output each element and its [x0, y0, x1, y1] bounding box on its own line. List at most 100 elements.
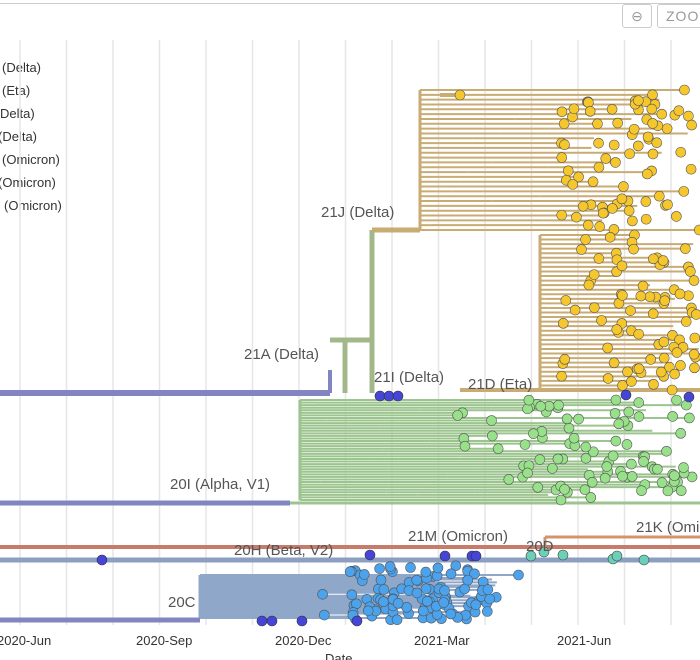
tip-node[interactable] [671, 347, 683, 358]
legend-item[interactable]: (Omicron) [0, 175, 56, 190]
tip-node[interactable] [432, 562, 444, 574]
tip-node[interactable] [573, 413, 584, 425]
tip-node[interactable] [96, 554, 108, 566]
tip-node[interactable] [319, 609, 330, 621]
tip-node[interactable] [576, 244, 587, 255]
tip-node[interactable] [690, 309, 700, 320]
tip-node[interactable] [552, 453, 564, 465]
tip-node[interactable] [693, 224, 700, 236]
tip-node[interactable] [525, 550, 537, 562]
tip-node[interactable] [626, 376, 637, 387]
tip-node[interactable] [647, 308, 659, 319]
tip-node[interactable] [655, 366, 667, 378]
tip-node[interactable] [641, 168, 653, 180]
tip-node[interactable] [571, 211, 582, 223]
legend-item[interactable]: (Omicron) [2, 152, 60, 167]
tip-node[interactable] [608, 357, 620, 369]
tip-node[interactable] [547, 463, 558, 474]
tip-node[interactable] [588, 269, 600, 280]
tip-node[interactable] [636, 485, 647, 497]
tip-node[interactable] [577, 201, 589, 212]
tip-node[interactable] [656, 108, 668, 120]
tip-node[interactable] [662, 199, 673, 210]
tip-node[interactable] [378, 584, 390, 595]
tip-node[interactable] [459, 440, 471, 452]
tip-node[interactable] [658, 352, 670, 364]
tip-node[interactable] [484, 593, 496, 605]
tip-node[interactable] [535, 401, 547, 412]
tip-node[interactable] [610, 435, 622, 447]
tip-node[interactable] [608, 139, 620, 151]
tip-node[interactable] [351, 615, 363, 627]
tip-node[interactable] [594, 221, 606, 232]
tip-node[interactable] [661, 123, 673, 134]
tip-node[interactable] [625, 305, 636, 316]
tip-node[interactable] [633, 95, 644, 106]
tip-node[interactable] [616, 193, 628, 205]
tip-node[interactable] [685, 266, 696, 277]
tip-node[interactable] [296, 615, 308, 627]
tip-node[interactable] [678, 186, 690, 197]
tip-node[interactable] [392, 390, 404, 402]
tip-node[interactable] [582, 219, 594, 231]
tip-node[interactable] [657, 255, 669, 266]
tip-node[interactable] [604, 231, 616, 243]
tip-node[interactable] [637, 280, 649, 292]
tip-node[interactable] [580, 441, 592, 453]
tip-node[interactable] [568, 103, 580, 115]
tip-node[interactable] [375, 574, 387, 586]
tip-node[interactable] [438, 597, 450, 608]
tip-node[interactable] [492, 443, 504, 455]
tip-node[interactable] [675, 360, 686, 371]
tip-node[interactable] [587, 176, 599, 188]
tip-node[interactable] [454, 89, 466, 101]
tip-node[interactable] [411, 574, 423, 586]
tip-node[interactable] [617, 290, 628, 301]
tip-node[interactable] [266, 615, 278, 627]
tip-node[interactable] [561, 413, 573, 425]
tip-node[interactable] [391, 614, 403, 626]
tip-node[interactable] [557, 318, 569, 329]
tip-node[interactable] [556, 370, 567, 382]
tip-node[interactable] [620, 389, 632, 401]
tip-node[interactable] [626, 471, 638, 482]
tip-node[interactable] [611, 550, 623, 562]
tip-node[interactable] [638, 456, 649, 467]
tip-node[interactable] [503, 474, 515, 485]
tip-node[interactable] [482, 584, 494, 595]
legend-item[interactable]: (Delta) [2, 60, 42, 75]
tip-node[interactable] [680, 316, 692, 327]
tip-node[interactable] [522, 467, 533, 479]
tip-node[interactable] [579, 484, 591, 496]
tip-node[interactable] [647, 148, 659, 160]
tip-node[interactable] [559, 484, 570, 495]
tip-node[interactable] [640, 213, 652, 225]
tip-node[interactable] [618, 181, 629, 192]
tip-node[interactable] [469, 568, 480, 580]
tip-node[interactable] [654, 190, 665, 202]
tip-node[interactable] [532, 482, 544, 493]
tip-node[interactable] [439, 585, 450, 596]
tip-node[interactable] [522, 403, 533, 415]
tip-node[interactable] [628, 243, 639, 255]
tip-node[interactable] [617, 470, 628, 482]
tip-node[interactable] [689, 362, 700, 374]
tip-node[interactable] [256, 615, 268, 627]
tip-node[interactable] [482, 606, 493, 617]
tip-node[interactable] [610, 394, 622, 406]
tip-node[interactable] [580, 452, 592, 464]
tip-node[interactable] [667, 411, 678, 422]
tip-node[interactable] [519, 439, 531, 450]
tip-node[interactable] [669, 368, 680, 380]
tip-node[interactable] [560, 295, 572, 306]
tip-node[interactable] [666, 384, 678, 396]
tip-node[interactable] [684, 412, 695, 424]
tip-node[interactable] [584, 106, 596, 117]
zoom-out-button[interactable]: ⊖ [622, 4, 652, 28]
tip-node[interactable] [622, 366, 633, 378]
tip-node[interactable] [583, 97, 594, 108]
tip-node[interactable] [378, 596, 389, 607]
tip-node[interactable] [586, 476, 598, 488]
tip-node[interactable] [563, 422, 575, 434]
